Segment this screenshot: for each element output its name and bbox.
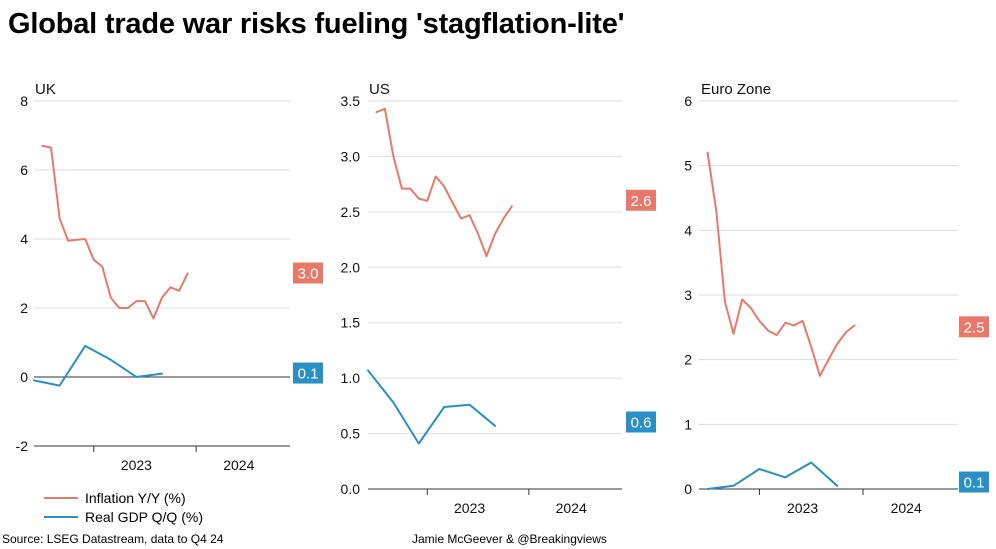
end-label-box	[959, 471, 989, 493]
end-label: 0.6	[631, 414, 652, 431]
legend-label-inflation: Inflation Y/Y (%)	[85, 490, 186, 506]
end-label: 0.1	[964, 475, 985, 492]
y-tick-label: 4	[20, 231, 28, 247]
legend-label-gdp: Real GDP Q/Q (%)	[85, 509, 203, 525]
page-title: Global trade war risks fueling 'stagflat…	[8, 8, 625, 40]
y-tick-label: 0	[20, 369, 28, 385]
source-note: Source: LSEG Datastream, data to Q4 24	[2, 532, 224, 546]
y-tick-label: 3	[684, 287, 692, 303]
end-label-box	[293, 262, 323, 284]
inflation-line	[706, 151, 856, 377]
y-tick-label: 6	[20, 162, 28, 178]
y-tick-label: 5	[684, 158, 692, 174]
x-tick-label: 2023	[454, 500, 485, 516]
y-tick-label: 3.0	[341, 148, 361, 164]
y-tick-label: 1.5	[341, 315, 361, 331]
y-tick-label: 0.0	[341, 481, 361, 497]
y-tick-label: -2	[16, 438, 29, 454]
legend-item-inflation: Inflation Y/Y (%)	[44, 490, 186, 506]
gdp-line	[706, 461, 839, 490]
end-label: 2.6	[631, 193, 652, 210]
panel-title: US	[369, 81, 390, 98]
inflation-line	[375, 107, 513, 258]
end-label: 2.5	[964, 319, 985, 336]
x-tick-label: 2024	[223, 457, 254, 473]
y-tick-label: 1.0	[341, 370, 361, 386]
y-tick-label: 8	[20, 93, 28, 109]
panel-title: UK	[35, 81, 56, 98]
gdp-line	[367, 369, 496, 445]
credit-note: Jamie McGeever & @Breakingviews	[412, 532, 607, 546]
legend-swatch-inflation	[44, 497, 78, 499]
y-tick-label: 4	[684, 222, 692, 238]
end-label-box	[626, 411, 656, 433]
panel-title: Euro Zone	[701, 81, 771, 98]
y-tick-label: 6	[684, 93, 692, 109]
legend-item-gdp: Real GDP Q/Q (%)	[44, 509, 203, 525]
y-tick-label: 0.5	[341, 426, 361, 442]
gdp-line	[33, 344, 163, 387]
inflation-line	[41, 144, 189, 320]
y-tick-label: 2	[684, 352, 692, 368]
x-tick-label: 2023	[787, 500, 818, 516]
end-label: 3.0	[298, 266, 319, 283]
end-label-box	[293, 362, 323, 384]
x-tick-label: 2023	[121, 457, 152, 473]
end-label-box	[626, 189, 656, 211]
x-tick-label: 2024	[556, 500, 587, 516]
x-tick-label: 2024	[891, 500, 922, 516]
y-tick-label: 2.5	[341, 204, 361, 220]
y-tick-label: 0	[684, 481, 692, 497]
y-tick-label: 1	[684, 416, 692, 432]
legend-swatch-gdp	[44, 516, 78, 518]
end-label-box	[959, 316, 989, 338]
end-label: 0.1	[298, 366, 319, 383]
y-tick-label: 2	[20, 300, 28, 316]
y-tick-label: 2.0	[341, 259, 361, 275]
y-tick-label: 3.5	[341, 93, 361, 109]
